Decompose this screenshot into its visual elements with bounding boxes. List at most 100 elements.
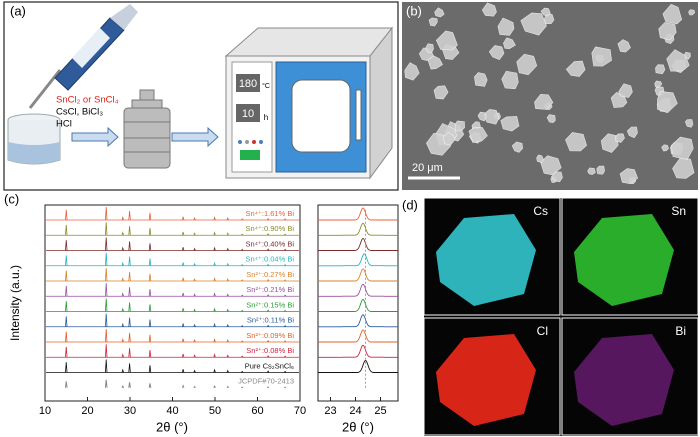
particle xyxy=(454,120,465,132)
reagent: HCl xyxy=(56,119,72,130)
peak xyxy=(226,338,229,343)
oven-unit: °C xyxy=(262,82,270,90)
particle xyxy=(474,72,488,87)
peak xyxy=(213,338,216,343)
x-tick-label: 20 xyxy=(81,405,93,417)
peak xyxy=(148,334,152,343)
peak xyxy=(241,218,244,221)
peak xyxy=(241,340,244,343)
particle xyxy=(500,116,520,132)
arrow xyxy=(71,126,119,148)
peak xyxy=(193,354,196,358)
particle xyxy=(591,46,612,67)
particle xyxy=(684,119,694,128)
peak xyxy=(65,301,68,312)
particle xyxy=(497,17,515,36)
oven-time: 10 xyxy=(242,108,254,120)
peak xyxy=(193,216,196,221)
particle xyxy=(672,157,695,179)
peak xyxy=(105,206,108,221)
x-tick-label: 25 xyxy=(374,405,386,417)
peak xyxy=(128,287,131,297)
peak xyxy=(284,309,287,312)
peak xyxy=(213,231,216,236)
zoom-peak xyxy=(318,299,398,312)
peak xyxy=(193,277,196,282)
series-label: Sn⁴⁺:0.40% Bi xyxy=(246,239,295,248)
x-tick-label: 23 xyxy=(324,405,336,417)
peak xyxy=(241,279,244,282)
particle xyxy=(565,60,586,77)
peak xyxy=(65,331,68,343)
peak xyxy=(148,304,152,312)
reference-stick xyxy=(213,385,216,388)
eds-maps: Cs Sn Cl Bi xyxy=(423,197,699,436)
particle xyxy=(534,93,554,110)
series-label: Sn⁴⁺:0.90% Bi xyxy=(246,224,295,233)
zoom-peak xyxy=(318,222,398,236)
peak xyxy=(193,308,196,312)
peak xyxy=(266,339,270,343)
particle xyxy=(544,13,555,25)
peak xyxy=(266,263,270,266)
peak xyxy=(121,322,124,327)
x-tick-label: 50 xyxy=(209,405,221,417)
peak xyxy=(241,309,244,312)
peak xyxy=(241,264,244,266)
oven-unit: h xyxy=(264,113,268,122)
panel-label: (a) xyxy=(10,3,26,18)
particle xyxy=(488,45,505,60)
peak xyxy=(226,308,229,312)
particle xyxy=(626,126,638,139)
particle xyxy=(435,30,458,51)
reference-stick xyxy=(193,385,196,389)
reference-stick xyxy=(226,385,229,389)
particle xyxy=(516,53,538,76)
peak xyxy=(226,323,229,327)
peak xyxy=(148,365,152,373)
zoom-peak xyxy=(318,268,398,282)
peak xyxy=(105,344,108,358)
peak xyxy=(226,293,229,297)
peak xyxy=(121,277,124,282)
peak xyxy=(65,209,68,221)
reagent: CsCl, BiCl₃ xyxy=(56,107,103,118)
zoom-peak xyxy=(318,329,398,343)
peak xyxy=(181,308,185,312)
peak xyxy=(105,237,108,251)
peak xyxy=(181,262,185,266)
peak xyxy=(193,232,196,236)
zoom-peak xyxy=(318,344,398,358)
peak xyxy=(266,233,270,236)
sem-particles xyxy=(404,2,696,185)
particle xyxy=(481,2,497,17)
reference-stick xyxy=(284,386,287,389)
peak xyxy=(213,292,216,297)
series-label: JCPDF#70-2413 xyxy=(238,377,294,386)
peak xyxy=(148,228,152,236)
reference-stick xyxy=(181,384,185,388)
peak xyxy=(213,261,216,266)
peak xyxy=(193,338,196,343)
peak xyxy=(266,217,270,221)
particle xyxy=(654,80,663,89)
particle xyxy=(404,62,420,81)
particle xyxy=(540,7,551,17)
peak xyxy=(148,258,152,266)
peak xyxy=(65,362,68,373)
series-label: Sn²⁺:0.11% Bi xyxy=(247,316,295,325)
element-label: Cl xyxy=(537,324,548,338)
x-axis-label: 2θ (°) xyxy=(156,419,188,434)
peak xyxy=(284,355,287,358)
peak xyxy=(128,317,131,327)
peak xyxy=(128,302,131,312)
peak xyxy=(105,222,108,236)
reference-stick xyxy=(121,385,125,388)
peak xyxy=(181,292,185,297)
peak xyxy=(284,279,287,282)
peak xyxy=(266,370,270,373)
peak xyxy=(121,216,124,221)
series-label: Sn²⁺:0.27% Bi xyxy=(246,270,294,279)
peak xyxy=(284,248,287,251)
particle xyxy=(662,3,683,25)
